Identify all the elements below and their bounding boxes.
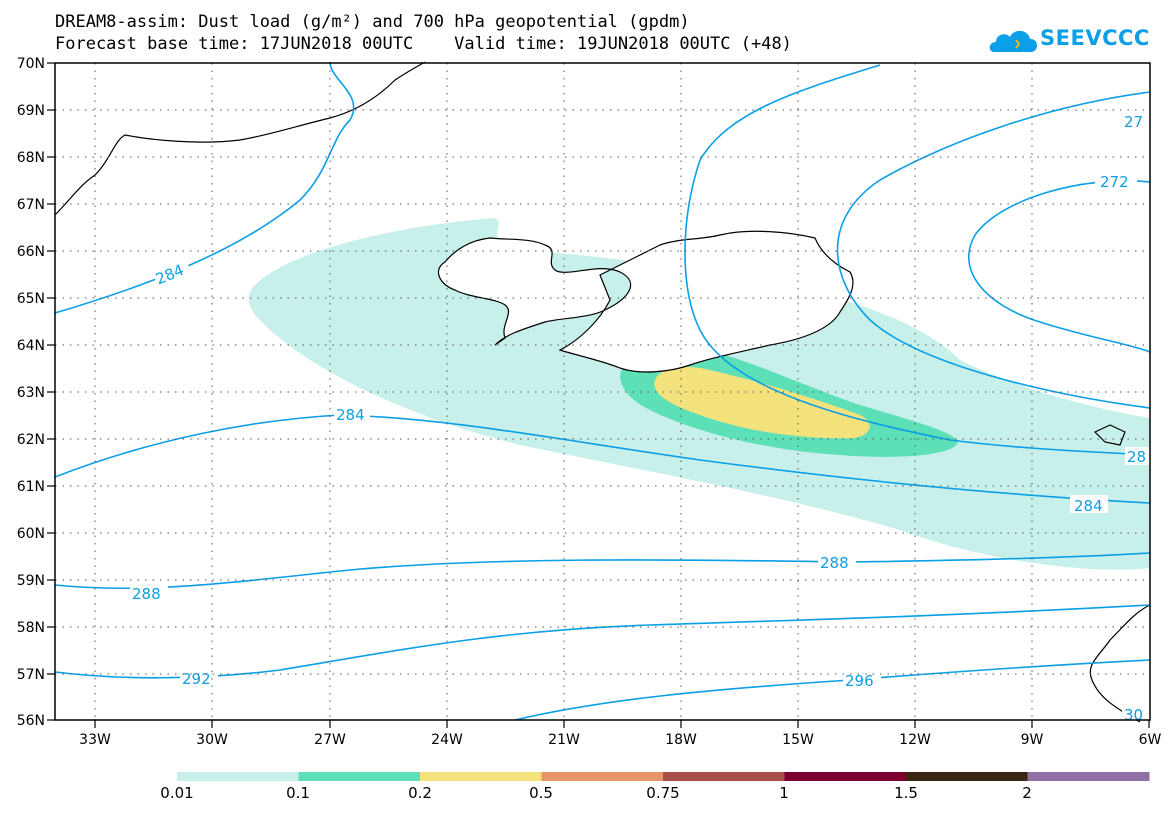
contour-labels: 284 284 284 288 288 292 296 272 27 28 30 bbox=[130, 112, 1150, 724]
lat-label: 70N bbox=[17, 56, 45, 72]
axis-ticks bbox=[47, 62, 1150, 728]
colorbar-swatch bbox=[663, 772, 785, 781]
lat-label: 60N bbox=[17, 526, 45, 542]
contour-label: 284 bbox=[336, 406, 365, 424]
lat-label: 61N bbox=[17, 479, 45, 495]
lat-label: 67N bbox=[17, 197, 45, 213]
lat-label: 64N bbox=[17, 338, 45, 354]
contour-label: 27 bbox=[1124, 113, 1143, 131]
colorbar-swatch bbox=[906, 772, 1028, 781]
colorbar-label: 0.01 bbox=[160, 784, 194, 802]
colorbar-label: 1 bbox=[779, 784, 789, 802]
lat-label: 59N bbox=[17, 573, 45, 589]
colorbar-swatch bbox=[298, 772, 421, 781]
contour-280-east bbox=[684, 64, 1151, 456]
colorbar-label: 1.5 bbox=[894, 784, 918, 802]
contour-284-mid bbox=[54, 414, 1151, 504]
contour-296 bbox=[514, 659, 1151, 721]
contour-288 bbox=[54, 552, 1151, 590]
colorbar-label: 2 bbox=[1022, 784, 1032, 802]
lon-label: 12W bbox=[899, 732, 931, 748]
contour-label: 30 bbox=[1124, 706, 1143, 724]
colorbar-label: 0.75 bbox=[646, 784, 680, 802]
colorbar-swatch bbox=[784, 772, 907, 781]
contour-label: 296 bbox=[845, 672, 874, 690]
contour-label: 288 bbox=[132, 585, 161, 603]
contour-label: 28 bbox=[1127, 448, 1146, 466]
colorbar-swatch bbox=[1027, 772, 1150, 781]
lon-label: 27W bbox=[314, 732, 346, 748]
greenland-coast bbox=[54, 61, 426, 216]
contour-label: 292 bbox=[182, 670, 211, 688]
lat-label: 68N bbox=[17, 150, 45, 166]
chart-title: DREAM8-assim: Dust load (g/m²) and 700 h… bbox=[55, 12, 690, 32]
lat-label: 57N bbox=[17, 667, 45, 683]
faroe-islands bbox=[1093, 424, 1126, 446]
dust-level-0.2 bbox=[654, 366, 870, 439]
contour-276 bbox=[836, 91, 1151, 409]
longitude-labels: 33W 30W 27W 24W 21W 18W 15W 12W 9W 6W bbox=[79, 732, 1161, 748]
lon-label: 21W bbox=[548, 732, 580, 748]
colorbar-swatch bbox=[177, 772, 299, 781]
contour-272 bbox=[968, 180, 1151, 353]
colorbar-swatch bbox=[420, 772, 542, 781]
contour-label: 272 bbox=[1100, 173, 1129, 191]
lat-label: 63N bbox=[17, 385, 45, 401]
logo-text: SEEVCCC bbox=[1040, 26, 1150, 50]
chart-subtitle: Forecast base time: 17JUN2018 00UTC Vali… bbox=[55, 34, 792, 54]
lat-label: 62N bbox=[17, 432, 45, 448]
lat-label: 69N bbox=[17, 103, 45, 119]
colorbar-label: 0.1 bbox=[286, 784, 310, 802]
iceland-landmass bbox=[437, 230, 854, 373]
contour-label: 284 bbox=[1074, 497, 1103, 515]
coastlines bbox=[54, 61, 1151, 723]
seevccc-cloud-logo bbox=[989, 30, 1038, 52]
contour-label: 288 bbox=[820, 554, 849, 572]
latitude-labels: 70N 69N 68N 67N 66N 65N 64N 63N 62N 61N … bbox=[17, 56, 45, 729]
lat-label: 58N bbox=[17, 620, 45, 636]
colorbar bbox=[177, 772, 1150, 781]
lat-label: 66N bbox=[17, 244, 45, 260]
colorbar-label: 0.2 bbox=[408, 784, 432, 802]
lon-label: 18W bbox=[665, 732, 697, 748]
colorbar-label: 0.5 bbox=[529, 784, 553, 802]
graticule bbox=[55, 63, 1150, 720]
contour-292 bbox=[54, 604, 1151, 679]
lon-label: 9W bbox=[1021, 732, 1044, 748]
lat-label: 65N bbox=[17, 291, 45, 307]
lat-label: 56N bbox=[17, 713, 45, 729]
lon-label: 6W bbox=[1139, 732, 1162, 748]
colorbar-swatch bbox=[541, 772, 664, 781]
lon-label: 33W bbox=[79, 732, 111, 748]
lon-label: 24W bbox=[431, 732, 463, 748]
lon-label: 15W bbox=[782, 732, 814, 748]
lon-label: 30W bbox=[196, 732, 228, 748]
